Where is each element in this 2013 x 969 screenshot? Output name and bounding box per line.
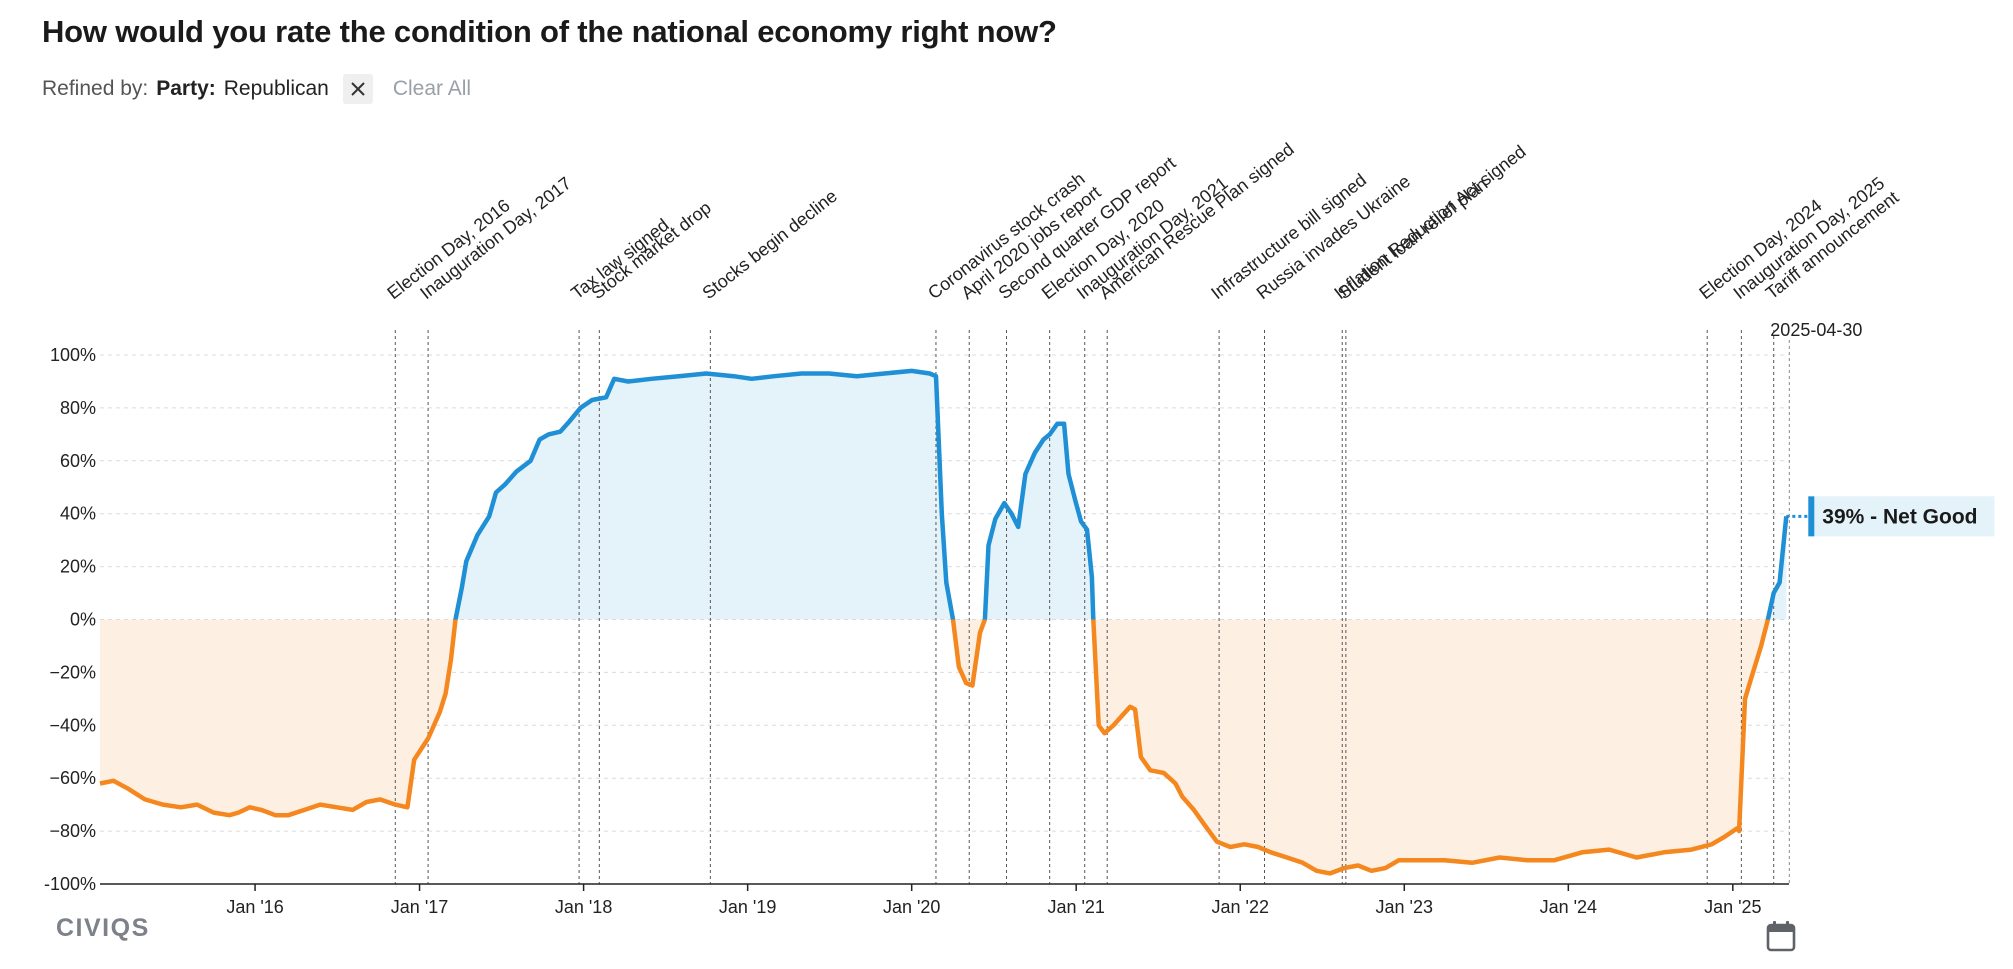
y-tick-label: 80% (60, 398, 96, 418)
x-tick-label: Jan '21 (1047, 897, 1104, 917)
x-tick-label: Jan '18 (555, 897, 612, 917)
end-date-label: 2025-04-30 (1770, 320, 1862, 340)
filter-bar: Refined by: Party: Republican Clear All (42, 74, 471, 104)
chart-title: How would you rate the condition of the … (42, 14, 1057, 49)
x-tick-label: Jan '16 (226, 897, 283, 917)
filter-key: Party: (156, 77, 216, 100)
y-tick-label: −20% (49, 662, 96, 682)
calendar-icon[interactable] (1766, 920, 1796, 952)
clear-all-link[interactable]: Clear All (392, 77, 472, 100)
x-tick-label: Jan '17 (391, 897, 448, 917)
positive-area (100, 370, 1787, 620)
negative-area (100, 619, 1787, 874)
filter-value: Republican (223, 77, 329, 100)
y-tick-label: 40% (60, 504, 96, 524)
y-tick-label: 20% (60, 557, 96, 577)
y-tick-label: -100% (44, 874, 96, 894)
x-tick-label: Jan '24 (1540, 897, 1597, 917)
close-glyph (351, 82, 365, 96)
y-tick-label: −60% (49, 768, 96, 788)
y-tick-label: −80% (49, 821, 96, 841)
y-tick-label: 100% (50, 345, 96, 365)
close-icon[interactable] (342, 74, 373, 104)
end-value-box (1808, 496, 1995, 537)
event-label: Stock market drop (587, 197, 714, 303)
refined-by-label: Refined by: (42, 77, 149, 100)
series-lines (99, 368, 1789, 876)
areas (100, 370, 1789, 874)
net-good-line-positive (453, 368, 1789, 620)
civiqs-logo: CIVIQS (56, 914, 150, 942)
x-tick-label: Jan '25 (1704, 897, 1761, 917)
x-tick-label: Jan '20 (883, 897, 940, 917)
end-value-label: 39% - Net Good (1822, 505, 1977, 528)
y-tick-label: −40% (49, 715, 96, 735)
x-tick-label: Jan '23 (1376, 897, 1433, 917)
event-label: Inauguration Day, 2017 (416, 173, 575, 303)
axes: 100% 80% 60% 40% 20% 0% −20% −40% −60% −80% -100% J… (44, 345, 1789, 917)
event-label: Inauguration Day, 2025 (1730, 173, 1889, 303)
end-value-accent (1808, 496, 1815, 537)
y-tick-label: 60% (60, 451, 96, 471)
event-label: Stocks begin decline (698, 186, 840, 303)
net-good-line-negative (99, 619, 1771, 876)
event-label: Tax law signed (567, 215, 672, 303)
x-tick-label: Jan '22 (1211, 897, 1268, 917)
x-tick-label: Jan '19 (719, 897, 776, 917)
end-marker: 2025-04-30 39% - Net Good (1770, 320, 1995, 884)
y-tick-label: 0% (70, 610, 96, 630)
